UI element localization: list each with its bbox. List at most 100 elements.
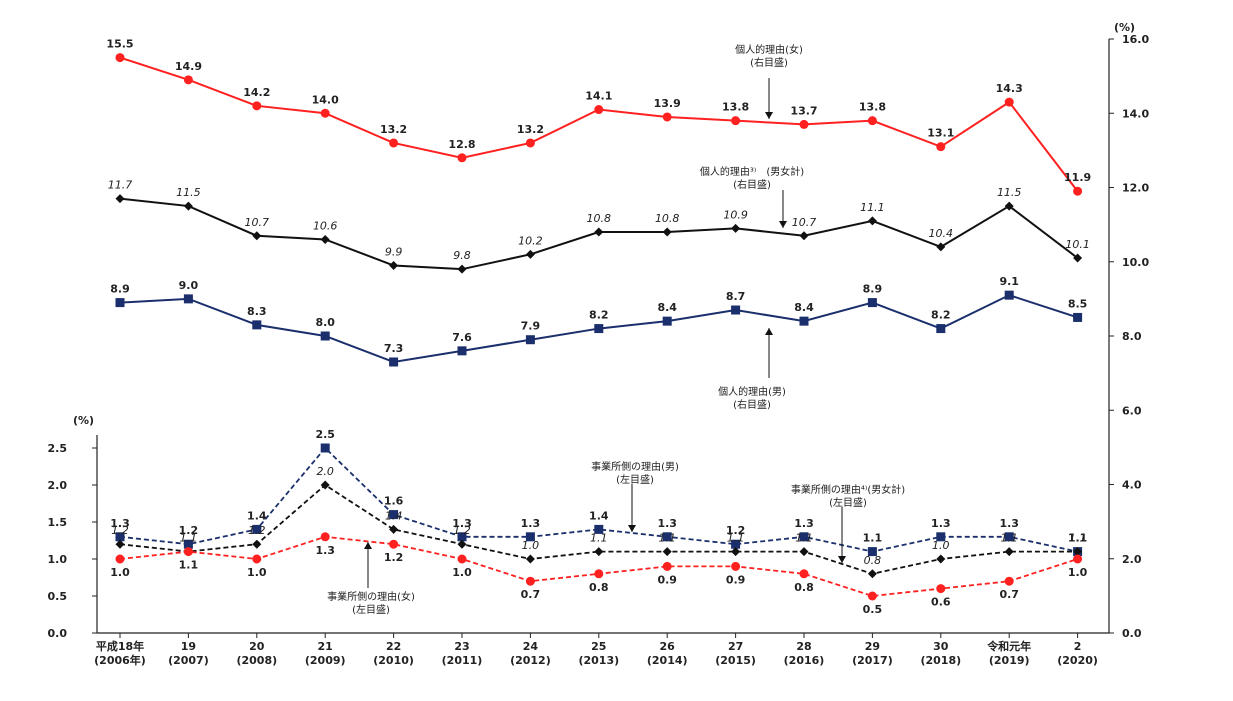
data-point-employer_female bbox=[799, 569, 809, 579]
data-label-personal_total: 10.2 bbox=[518, 234, 543, 247]
data-label-personal_total: 11.1 bbox=[860, 201, 885, 214]
data-label-personal_male: 9.0 bbox=[179, 279, 199, 292]
data-point-personal_total bbox=[731, 223, 741, 233]
data-point-personal_male bbox=[525, 335, 535, 345]
x-tick-label: 25 bbox=[591, 640, 606, 653]
x-tick-label: 21 bbox=[318, 640, 333, 653]
data-point-employer_total bbox=[1073, 547, 1083, 557]
data-point-personal_female bbox=[799, 119, 809, 129]
data-point-personal_male bbox=[1073, 312, 1083, 322]
data-point-employer_total bbox=[662, 547, 672, 557]
data-label-personal_male: 8.3 bbox=[247, 305, 267, 318]
data-point-employer_female bbox=[525, 576, 535, 586]
x-tick-label: 27 bbox=[728, 640, 743, 653]
data-label-employer_male: 1.3 bbox=[452, 517, 472, 530]
data-label-personal_total: 11.5 bbox=[997, 186, 1022, 199]
data-label-personal_female: 15.5 bbox=[106, 38, 133, 51]
x-tick-label-year: (2014) bbox=[647, 654, 688, 667]
data-point-employer_female bbox=[183, 547, 193, 557]
data-label-employer_total: 1.1 bbox=[590, 532, 608, 545]
right-axis-tick-label: 0.0 bbox=[1122, 627, 1142, 640]
right-axis-unit: (%) bbox=[1114, 21, 1135, 34]
data-label-personal_male: 8.9 bbox=[110, 283, 130, 296]
data-point-personal_male bbox=[1004, 290, 1014, 300]
data-label-employer_female: 1.0 bbox=[452, 566, 472, 579]
data-label-employer_male: 1.1 bbox=[1068, 532, 1088, 545]
data-label-employer_female: 1.1 bbox=[179, 559, 199, 572]
data-label-personal_total: 10.7 bbox=[792, 216, 817, 229]
data-point-employer_male bbox=[115, 532, 125, 542]
data-point-employer_male bbox=[252, 524, 262, 534]
data-point-personal_total bbox=[1073, 253, 1083, 263]
data-point-employer_female bbox=[867, 591, 877, 601]
x-tick-label-year: (2015) bbox=[715, 654, 756, 667]
x-tick-label-year: (2008) bbox=[236, 654, 277, 667]
data-label-personal_female: 14.1 bbox=[585, 90, 612, 103]
data-point-personal_female bbox=[1073, 186, 1083, 196]
data-label-employer_total: 0.8 bbox=[864, 554, 882, 567]
data-point-employer_total bbox=[252, 539, 262, 549]
data-label-employer_male: 1.2 bbox=[726, 524, 746, 537]
right-axis-tick-label: 16.0 bbox=[1122, 33, 1149, 46]
annotation-personal_female: 個人的理由(女) bbox=[735, 43, 803, 56]
annotation-arrowhead-employer_total bbox=[838, 556, 846, 563]
x-tick-label: 20 bbox=[249, 640, 265, 653]
x-tick-label-year: (2011) bbox=[442, 654, 483, 667]
data-point-personal_male bbox=[389, 357, 399, 367]
data-point-employer_female bbox=[936, 584, 946, 594]
x-tick-label-year: (2016) bbox=[784, 654, 825, 667]
data-label-employer_female: 0.8 bbox=[794, 581, 814, 594]
x-tick-label: 令和元年 bbox=[986, 639, 1031, 653]
data-point-employer_male bbox=[867, 547, 877, 557]
data-point-employer_total bbox=[731, 547, 741, 557]
data-point-personal_total bbox=[252, 231, 262, 241]
data-label-employer_female: 0.9 bbox=[726, 573, 746, 586]
x-tick-label: 22 bbox=[386, 640, 401, 653]
data-point-employer_total bbox=[389, 524, 399, 534]
data-label-personal_male: 8.0 bbox=[315, 316, 335, 329]
data-label-employer_female: 1.0 bbox=[1068, 566, 1088, 579]
data-point-personal_total bbox=[662, 227, 672, 237]
data-label-employer_total: 1.1 bbox=[727, 532, 745, 545]
data-label-employer_total: 1.1 bbox=[1000, 532, 1018, 545]
data-label-personal_total: 10.1 bbox=[1065, 238, 1090, 251]
data-point-personal_male bbox=[183, 294, 193, 304]
data-point-employer_female bbox=[662, 561, 672, 571]
data-label-personal_female: 14.0 bbox=[312, 93, 339, 106]
data-point-personal_female bbox=[1004, 97, 1014, 107]
data-label-employer_female: 0.5 bbox=[863, 603, 883, 616]
x-tick-label: 19 bbox=[181, 640, 196, 653]
data-point-employer_female bbox=[320, 532, 330, 542]
x-tick-label-year: (2013) bbox=[578, 654, 619, 667]
data-label-employer_female: 1.2 bbox=[384, 551, 404, 564]
left-axis-tick-label: 1.5 bbox=[48, 516, 68, 529]
data-point-personal_female bbox=[183, 75, 193, 85]
data-label-personal_male: 7.3 bbox=[384, 342, 404, 355]
data-label-employer_male: 1.1 bbox=[863, 532, 883, 545]
data-label-employer_female: 0.9 bbox=[657, 573, 677, 586]
data-point-employer_total bbox=[1004, 547, 1014, 557]
data-point-personal_male bbox=[594, 324, 604, 334]
data-point-employer_male bbox=[389, 510, 399, 520]
data-label-employer_female: 1.0 bbox=[247, 566, 267, 579]
x-tick-label-year: (2007) bbox=[168, 654, 209, 667]
data-label-personal_female: 13.1 bbox=[927, 127, 954, 140]
series-line-employer_total bbox=[119, 483, 1078, 575]
data-label-personal_female: 13.8 bbox=[722, 101, 749, 114]
data-point-personal_female bbox=[731, 116, 741, 126]
data-label-employer_female: 0.8 bbox=[589, 581, 609, 594]
data-label-employer_total: 1.1 bbox=[180, 532, 198, 545]
series-line-employer_male bbox=[119, 446, 1078, 553]
data-label-personal_male: 8.7 bbox=[726, 290, 746, 303]
data-point-employer_female bbox=[457, 554, 467, 564]
data-label-personal_female: 14.3 bbox=[996, 82, 1023, 95]
right-axis-tick-label: 12.0 bbox=[1122, 182, 1149, 195]
data-point-personal_total bbox=[1004, 201, 1014, 211]
data-point-personal_female bbox=[594, 105, 604, 115]
data-label-employer_male: 1.3 bbox=[521, 517, 541, 530]
data-point-personal_female bbox=[389, 138, 399, 148]
annotation-employer_male: 事業所側の理由(男) bbox=[591, 460, 679, 473]
data-label-employer_male: 1.3 bbox=[110, 517, 130, 530]
data-label-personal_total: 11.7 bbox=[108, 179, 133, 192]
